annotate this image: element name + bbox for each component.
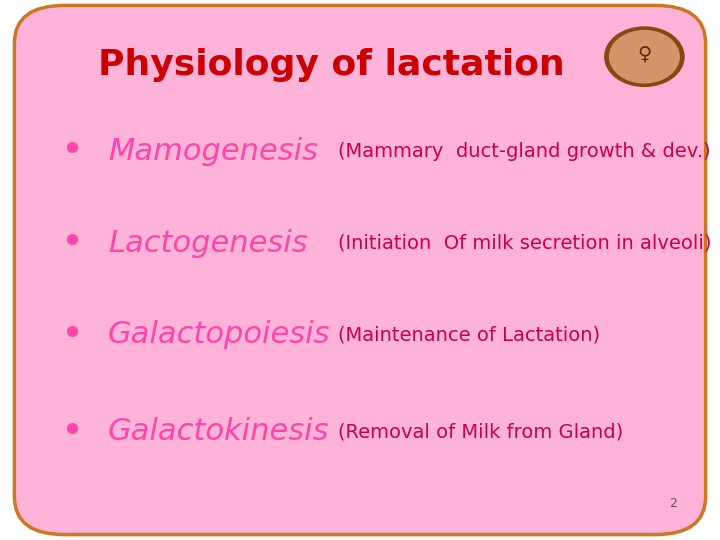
Text: •: •: [60, 132, 84, 170]
Text: •: •: [60, 316, 84, 354]
Text: (Maintenance of Lactation): (Maintenance of Lactation): [338, 325, 600, 345]
Text: Physiology of lactation: Physiology of lactation: [98, 48, 564, 82]
Text: 2: 2: [669, 497, 677, 510]
FancyBboxPatch shape: [14, 5, 706, 535]
Text: ♀: ♀: [637, 44, 652, 64]
Text: (Mammary  duct-gland growth & dev.): (Mammary duct-gland growth & dev.): [338, 141, 711, 161]
Circle shape: [605, 27, 684, 86]
Circle shape: [610, 31, 679, 83]
Text: Lactogenesis: Lactogenesis: [108, 228, 307, 258]
Text: (Initiation  Of milk secretion in alveoli): (Initiation Of milk secretion in alveoli…: [338, 233, 712, 253]
Text: •: •: [60, 413, 84, 451]
Text: (Removal of Milk from Gland): (Removal of Milk from Gland): [338, 422, 624, 442]
Text: Galactokinesis: Galactokinesis: [108, 417, 330, 447]
Text: •: •: [60, 224, 84, 262]
Text: Galactopoiesis: Galactopoiesis: [108, 320, 330, 349]
Text: Mamogenesis: Mamogenesis: [108, 137, 318, 166]
